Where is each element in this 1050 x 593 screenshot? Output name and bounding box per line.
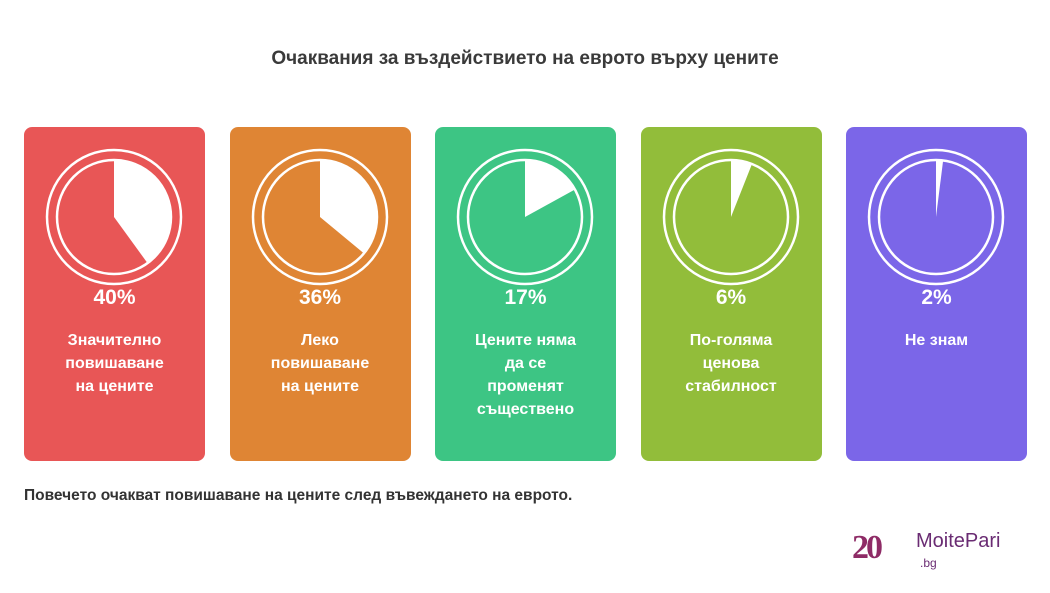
pie-icon — [867, 148, 1005, 286]
card-2: 36% Леко повишаване на цените — [229, 127, 411, 461]
category-label-line: променят — [487, 378, 564, 395]
category-label-line: повишаване — [65, 355, 164, 372]
pie-icon — [45, 148, 183, 286]
pie-outer-ring — [867, 148, 1005, 286]
pie-outer-ring — [456, 148, 594, 286]
logo-name: MoitePari — [916, 530, 1001, 552]
card-1: 40% Значително повишаване на цените — [24, 127, 205, 461]
category-label-line: ценова — [702, 355, 760, 372]
chart-subtitle: Повечето очакват повишаване на цените сл… — [24, 487, 573, 504]
pie-icon — [251, 148, 388, 286]
category-label-line: Леко — [301, 332, 339, 349]
category-label-line: Цените няма — [475, 332, 576, 349]
chart-title: Очаквания за въздействието на еврото вър… — [271, 48, 779, 69]
moitepari-logo: 20 MoitePari .bg — [852, 528, 1022, 573]
card-3: 17% Цените няма да се променят съществено — [435, 127, 616, 461]
category-label-line: повишаване — [270, 355, 370, 372]
category-label: Цените няма да се променят съществено — [445, 329, 606, 421]
category-label-line: съществено — [476, 401, 575, 418]
pie-slice — [319, 160, 377, 254]
category-label-line: да се — [504, 355, 547, 372]
card-5: 2% Не знам — [846, 127, 1027, 461]
pie-outer-ring — [45, 148, 183, 286]
percent-label: 17% — [504, 286, 547, 309]
pie-outer-ring — [662, 148, 799, 286]
percent-label: 6% — [715, 286, 747, 309]
category-label: Не знам — [856, 329, 1017, 352]
pie-slice — [936, 160, 944, 217]
pie-slice — [525, 160, 575, 217]
category-label-line: на цените — [281, 378, 359, 395]
category-label-line: По-голяма — [689, 332, 773, 349]
pie-icon — [662, 148, 799, 286]
percent-label: 40% — [93, 286, 136, 309]
category-label-line: на цените — [75, 378, 154, 395]
category-label-line: стабилност — [685, 378, 777, 395]
pie-slice — [730, 160, 752, 217]
pie-outer-ring — [251, 148, 388, 286]
pie-slice — [114, 160, 171, 264]
percent-label: 2% — [921, 286, 952, 309]
category-label: Леко повишаване на цените — [240, 329, 401, 398]
category-label: По-голяма ценова стабилност — [651, 329, 812, 398]
percent-label: 36% — [298, 286, 342, 309]
category-label-line: Не знам — [904, 332, 969, 349]
category-label-line: Значително — [67, 332, 162, 349]
logo-anniversary-number: 20 — [852, 529, 883, 566]
pie-icon — [456, 148, 594, 286]
logo-domain: .bg — [920, 556, 937, 570]
category-label: Значително повишаване на цените — [34, 329, 195, 398]
card-4: 6% По-голяма ценова стабилност — [640, 127, 822, 461]
